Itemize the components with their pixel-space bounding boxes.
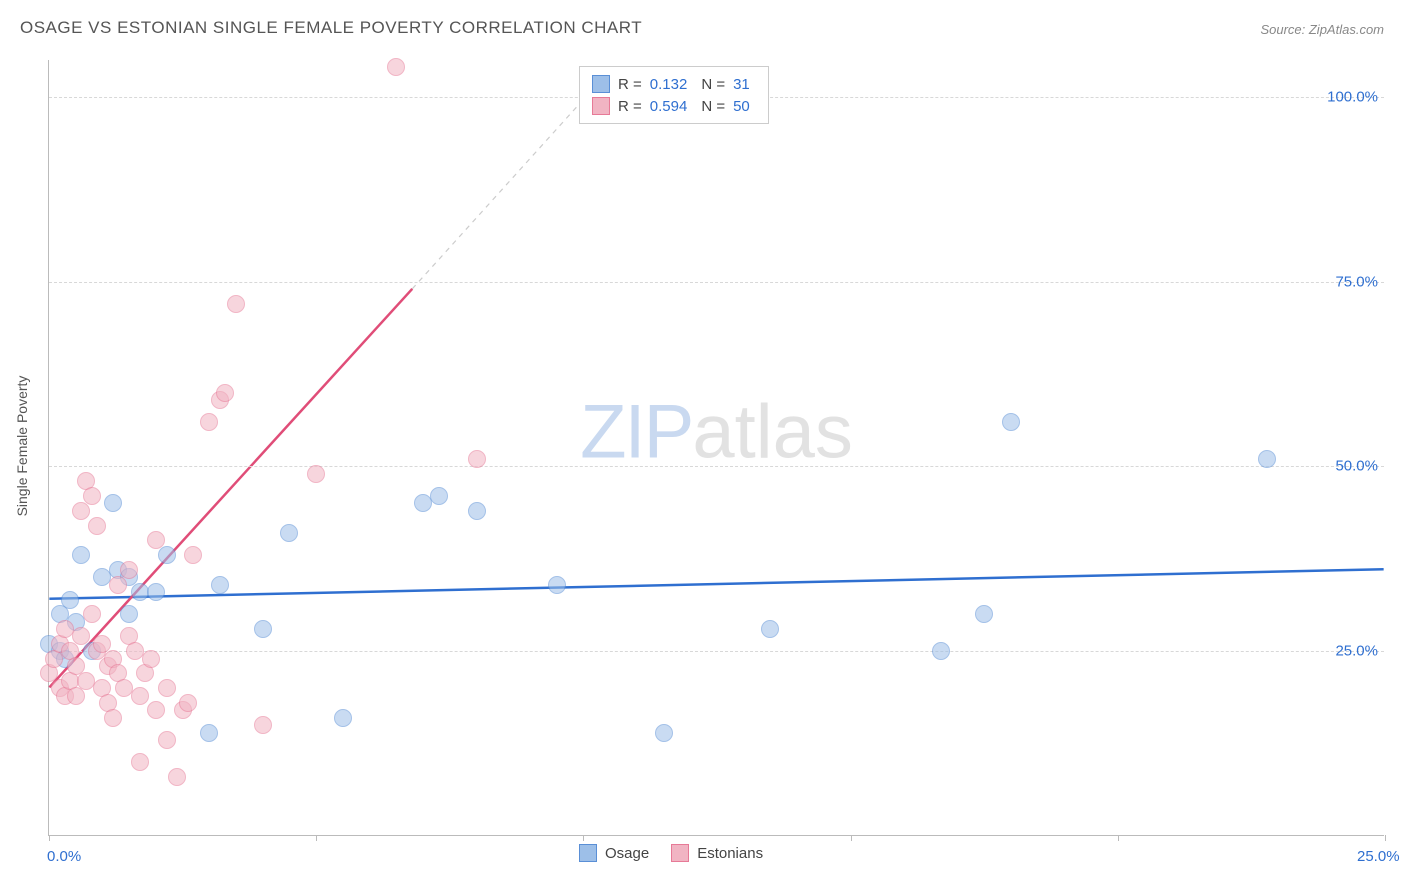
- data-point: [1002, 413, 1020, 431]
- data-point: [158, 679, 176, 697]
- data-point: [975, 605, 993, 623]
- legend-swatch: [671, 844, 689, 862]
- plot-area: ZIPatlas 25.0%50.0%75.0%100.0%0.0%25.0%R…: [48, 60, 1384, 836]
- data-point: [61, 591, 79, 609]
- grid-line: [49, 466, 1384, 467]
- x-tick-label: 25.0%: [1357, 848, 1400, 865]
- data-point: [216, 384, 234, 402]
- data-point: [104, 709, 122, 727]
- data-point: [147, 583, 165, 601]
- data-point: [430, 487, 448, 505]
- x-tick-mark: [583, 835, 584, 841]
- grid-line: [49, 282, 1384, 283]
- legend-item: Estonians: [671, 844, 763, 862]
- data-point: [67, 687, 85, 705]
- data-point: [307, 465, 325, 483]
- data-point: [200, 724, 218, 742]
- data-point: [83, 605, 101, 623]
- bottom-legend: Osage Estonians: [579, 844, 763, 862]
- data-point: [254, 620, 272, 638]
- data-point: [200, 413, 218, 431]
- n-label: N =: [701, 98, 725, 115]
- data-point: [280, 524, 298, 542]
- y-tick-label: 50.0%: [1335, 458, 1378, 475]
- source-attribution: Source: ZipAtlas.com: [1260, 22, 1384, 37]
- data-point: [184, 546, 202, 564]
- data-point: [761, 620, 779, 638]
- x-tick-label: 0.0%: [47, 848, 81, 865]
- watermark-atlas: atlas: [692, 390, 853, 475]
- legend-label: Osage: [605, 845, 649, 862]
- trend-lines-layer: [49, 60, 1384, 835]
- data-point: [548, 576, 566, 594]
- legend-item: Osage: [579, 844, 649, 862]
- data-point: [468, 450, 486, 468]
- r-label: R =: [618, 76, 642, 93]
- data-point: [131, 753, 149, 771]
- data-point: [131, 687, 149, 705]
- n-value: 31: [733, 76, 750, 93]
- data-point: [227, 295, 245, 313]
- data-point: [72, 546, 90, 564]
- n-value: 50: [733, 98, 750, 115]
- stats-row: R = 0.594 N = 50: [592, 95, 756, 117]
- data-point: [72, 627, 90, 645]
- data-point: [120, 561, 138, 579]
- y-tick-label: 25.0%: [1335, 643, 1378, 660]
- data-point: [211, 576, 229, 594]
- data-point: [109, 576, 127, 594]
- data-point: [168, 768, 186, 786]
- r-label: R =: [618, 98, 642, 115]
- watermark: ZIPatlas: [580, 389, 853, 476]
- legend-swatch: [592, 75, 610, 93]
- y-axis-label: Single Female Poverty: [14, 376, 30, 517]
- grid-line: [49, 651, 1384, 652]
- stats-legend-box: R = 0.132 N = 31 R = 0.594 N = 50: [579, 66, 769, 124]
- r-value: 0.132: [650, 76, 688, 93]
- data-point: [655, 724, 673, 742]
- data-point: [147, 531, 165, 549]
- x-tick-mark: [1118, 835, 1119, 841]
- x-tick-mark: [49, 835, 50, 841]
- stats-row: R = 0.132 N = 31: [592, 73, 756, 95]
- x-tick-mark: [851, 835, 852, 841]
- n-label: N =: [701, 76, 725, 93]
- data-point: [254, 716, 272, 734]
- data-point: [158, 546, 176, 564]
- legend-label: Estonians: [697, 845, 763, 862]
- legend-swatch: [592, 97, 610, 115]
- data-point: [83, 487, 101, 505]
- data-point: [147, 701, 165, 719]
- x-tick-mark: [1385, 835, 1386, 841]
- data-point: [334, 709, 352, 727]
- data-point: [120, 605, 138, 623]
- trend-line-extension: [412, 82, 599, 289]
- data-point: [88, 517, 106, 535]
- data-point: [387, 58, 405, 76]
- data-point: [932, 642, 950, 660]
- data-point: [158, 731, 176, 749]
- legend-swatch: [579, 844, 597, 862]
- data-point: [72, 502, 90, 520]
- watermark-zip: ZIP: [580, 390, 692, 475]
- x-tick-mark: [316, 835, 317, 841]
- data-point: [468, 502, 486, 520]
- data-point: [179, 694, 197, 712]
- r-value: 0.594: [650, 98, 688, 115]
- data-point: [104, 494, 122, 512]
- data-point: [1258, 450, 1276, 468]
- y-tick-label: 75.0%: [1335, 273, 1378, 290]
- data-point: [142, 650, 160, 668]
- trend-line: [49, 569, 1383, 599]
- trend-line: [49, 289, 412, 688]
- chart-title: OSAGE VS ESTONIAN SINGLE FEMALE POVERTY …: [20, 18, 642, 38]
- y-tick-label: 100.0%: [1327, 88, 1378, 105]
